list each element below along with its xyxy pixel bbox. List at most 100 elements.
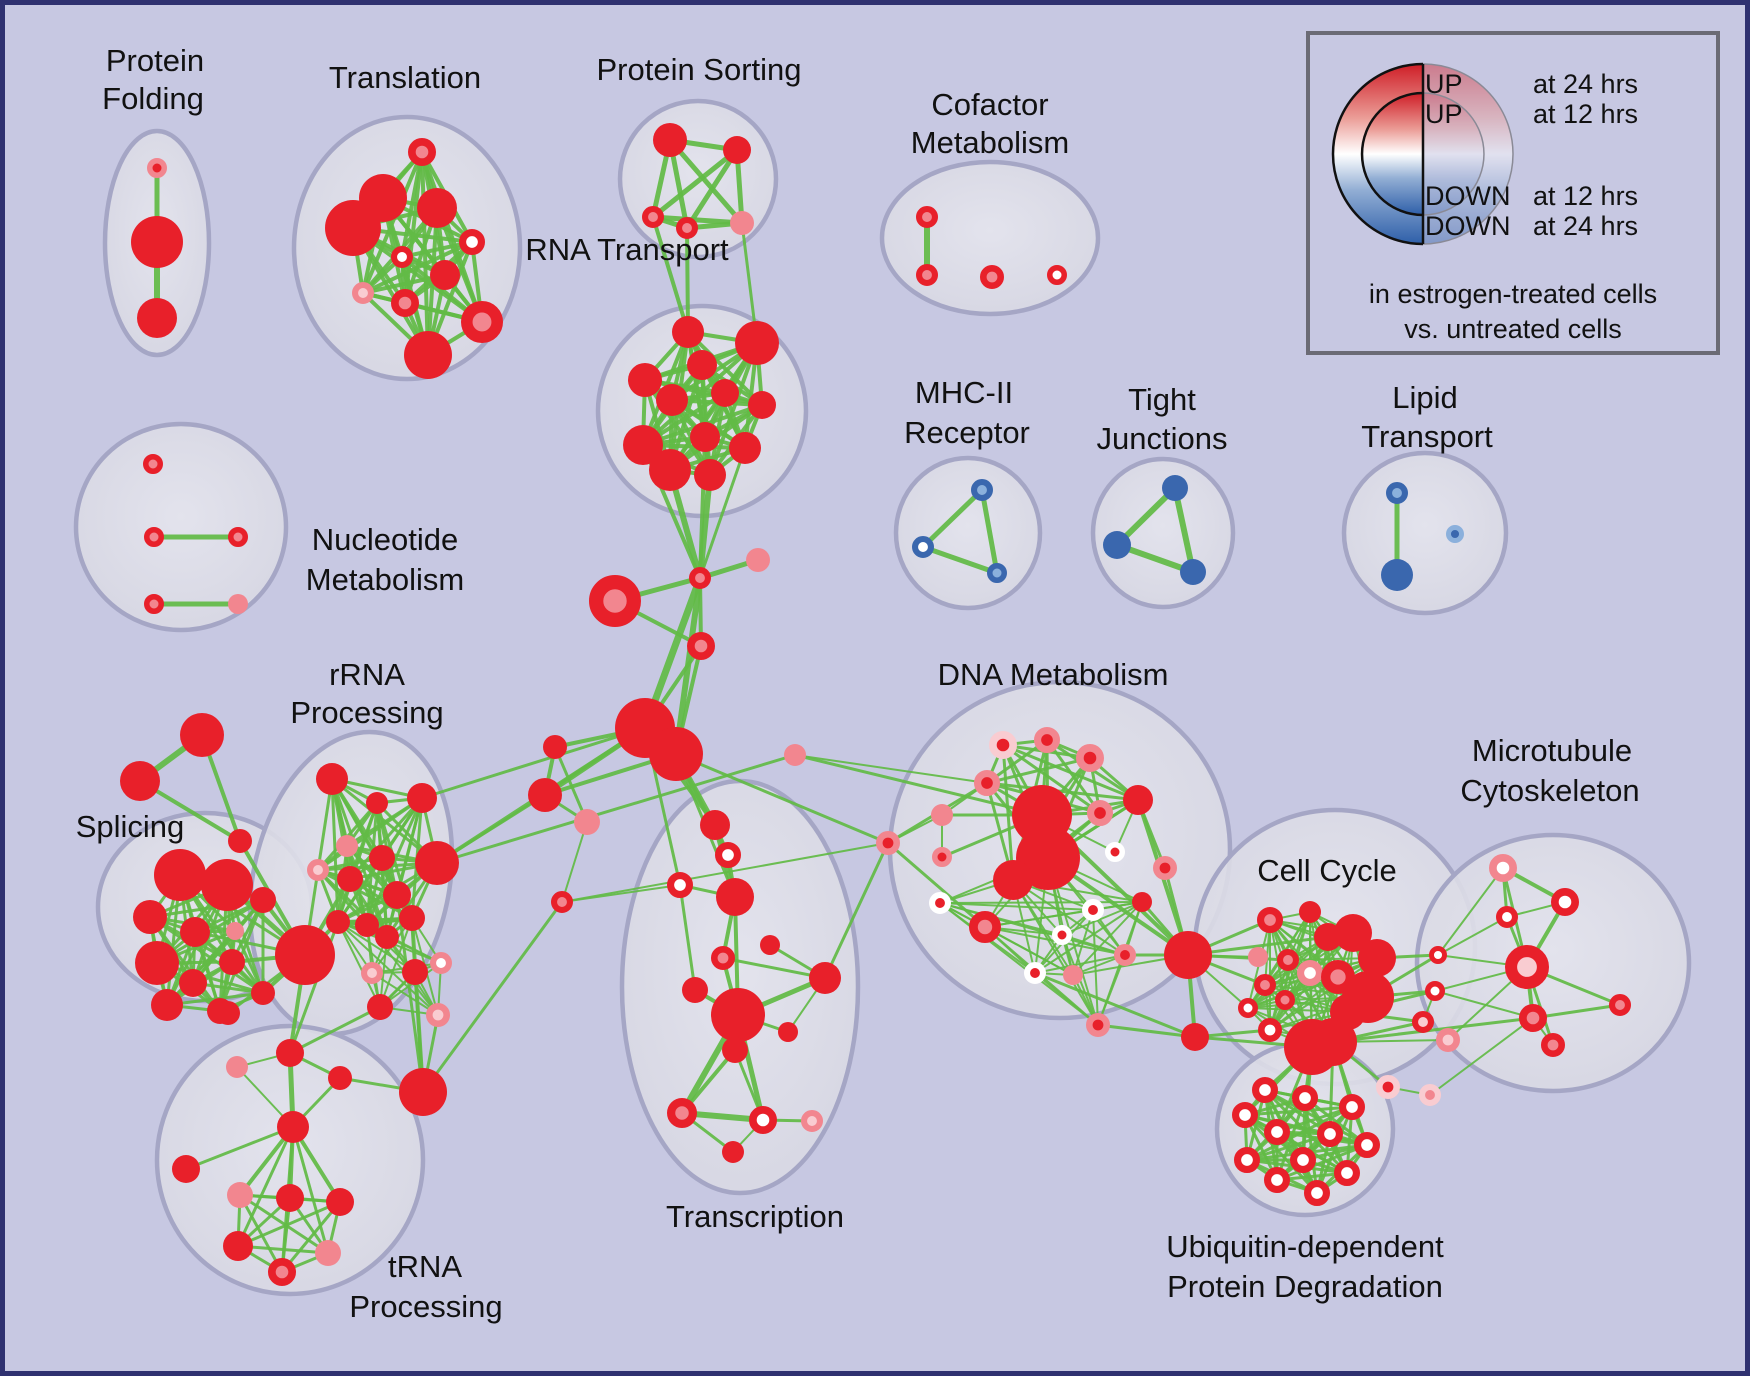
edge	[337, 921, 439, 1016]
node	[574, 809, 600, 835]
node	[722, 1037, 748, 1063]
legend-caption-line2: vs. untreated cells	[1404, 314, 1622, 344]
node	[1518, 1003, 1547, 1032]
legend-down-24-time: at 24 hrs	[1533, 211, 1638, 241]
edge	[684, 147, 740, 231]
node	[326, 910, 350, 934]
node	[1275, 990, 1295, 1010]
node	[931, 804, 953, 826]
node	[417, 188, 457, 228]
node	[1153, 855, 1178, 880]
node	[459, 228, 486, 255]
node	[1248, 947, 1268, 967]
node	[1291, 1084, 1318, 1111]
node	[1086, 800, 1113, 827]
node	[1256, 907, 1283, 934]
node	[1233, 1146, 1260, 1173]
node	[1251, 1076, 1278, 1103]
node	[251, 981, 275, 1005]
node	[628, 363, 662, 397]
cluster-label-mhc-ii-receptor: MHC-II	[915, 375, 1013, 410]
edge	[379, 917, 413, 1008]
edge	[1275, 1105, 1354, 1134]
cluster-label-microtubule-cytoskeleton: Microtubule	[1472, 733, 1632, 768]
edge	[678, 883, 697, 992]
node	[277, 1111, 309, 1143]
node	[147, 158, 167, 178]
node	[1425, 981, 1445, 1001]
edge	[316, 796, 424, 872]
node	[383, 881, 411, 909]
edge	[698, 446, 747, 580]
edge	[920, 487, 985, 550]
edge	[721, 956, 827, 980]
node	[623, 425, 663, 465]
node	[460, 300, 503, 343]
node	[1254, 974, 1277, 997]
node	[676, 216, 699, 239]
node	[415, 841, 459, 885]
node	[748, 1105, 777, 1134]
edge	[337, 921, 381, 1008]
edge	[316, 868, 414, 920]
node	[1164, 931, 1212, 979]
node	[551, 891, 574, 914]
cluster-mhc-ii-receptor	[893, 455, 1043, 611]
node	[988, 730, 1017, 759]
legend-outer-left-arc	[1331, 62, 1424, 246]
node	[1303, 1179, 1330, 1206]
node	[144, 594, 164, 614]
node	[425, 1002, 450, 1027]
edge	[1034, 954, 1126, 974]
node	[672, 316, 704, 348]
node	[1231, 1101, 1258, 1128]
node	[1063, 965, 1083, 985]
node	[1428, 945, 1447, 964]
node	[315, 1240, 341, 1266]
node	[1358, 939, 1396, 977]
edge	[1033, 971, 1197, 1039]
node	[144, 527, 164, 547]
edge	[1034, 972, 1099, 1026]
edge	[1061, 934, 1126, 956]
edge	[1097, 954, 1126, 1026]
node	[1263, 1118, 1290, 1145]
edge	[238, 1193, 330, 1255]
node	[351, 281, 374, 304]
node	[429, 952, 452, 975]
edge	[291, 1125, 330, 1255]
edge	[794, 754, 988, 784]
node	[408, 138, 437, 167]
edge	[1034, 901, 1143, 974]
node	[1386, 481, 1409, 504]
node	[1181, 1023, 1209, 1051]
cluster-label-trna-processing: tRNA	[388, 1249, 462, 1284]
node	[694, 459, 726, 491]
cluster-label-splicing: Splicing	[76, 809, 185, 844]
node	[912, 536, 935, 559]
node	[1376, 1075, 1401, 1100]
node	[228, 829, 252, 853]
node	[1263, 1166, 1290, 1193]
cluster-label-nucleotide-metabolism: Metabolism	[306, 562, 465, 597]
edge	[823, 841, 890, 980]
node	[929, 892, 952, 915]
legend-down-12-time: at 12 hrs	[1533, 181, 1638, 211]
node	[1024, 962, 1047, 985]
cluster-label-rrna-processing: Processing	[290, 695, 443, 730]
cluster-label-protein-sorting: Protein Sorting	[596, 52, 801, 87]
cluster-label-lipid-transport: Lipid	[1392, 380, 1458, 415]
node	[1238, 998, 1258, 1018]
node	[746, 548, 770, 572]
edge	[939, 902, 1099, 1026]
node	[735, 321, 779, 365]
node	[120, 761, 160, 801]
edge	[420, 726, 647, 800]
node	[1086, 1012, 1111, 1037]
edge	[641, 341, 759, 447]
cluster-microtubule-cytoskeleton	[1414, 832, 1692, 1094]
edge	[184, 1125, 295, 1171]
cluster-label-tight-junctions: Junctions	[1097, 421, 1228, 456]
edge	[985, 756, 1092, 785]
cluster-label-ubiquitin-degradation: Protein Degradation	[1167, 1269, 1443, 1304]
